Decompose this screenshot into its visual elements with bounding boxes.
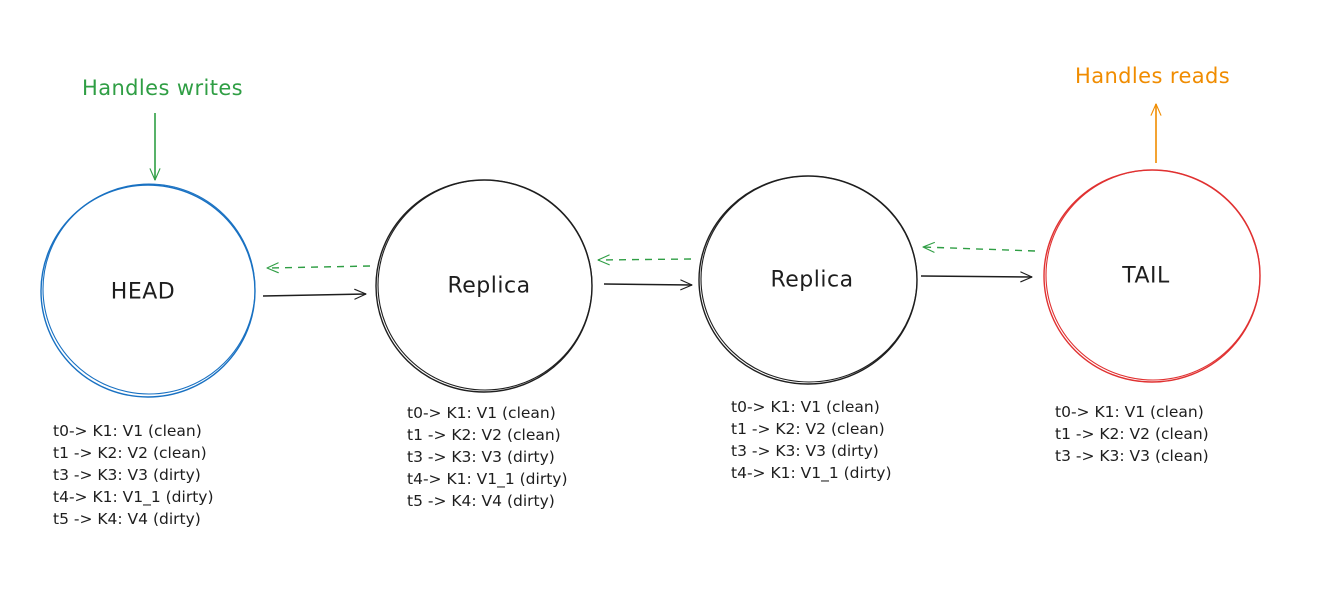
log-entry: t0-> K1: V1 (clean) [53,422,202,440]
replica-1-log: t0-> K1: V1 (clean) t1 -> K2: V2 (clean)… [407,402,568,512]
head-label: HEAD [110,279,176,305]
log-entry: t4-> K1: V1_1 (dirty) [53,488,214,506]
log-entry: t5 -> K4: V4 (dirty) [53,510,201,528]
replica-2-log: t0-> K1: V1 (clean) t1 -> K2: V2 (clean)… [731,396,892,484]
log-entry: t0-> K1: V1 (clean) [731,398,880,416]
log-entry: t0-> K1: V1 (clean) [1055,403,1204,421]
log-entry: t3 -> K3: V3 (dirty) [407,448,555,466]
log-entry: t1 -> K2: V2 (clean) [53,444,207,462]
head-log: t0-> K1: V1 (clean) t1 -> K2: V2 (clean)… [53,420,214,530]
log-entry: t0-> K1: V1 (clean) [407,404,556,422]
ack-arrow-tail-to-replica [922,241,1036,253]
replica-node-1 [375,179,593,393]
tail-log: t0-> K1: V1 (clean) t1 -> K2: V2 (clean)… [1055,401,1209,467]
ack-arrow-replica-to-replica [597,254,692,266]
head-node [40,183,256,398]
log-entry: t3 -> K3: V3 (dirty) [53,466,201,484]
handles-writes-caption: Handles writes [82,76,244,100]
log-entry: t1 -> K2: V2 (clean) [1055,425,1209,443]
ack-arrow-replica-to-head [266,262,371,274]
forward-arrow-head-to-replica [262,288,367,300]
tail-node [1043,169,1261,383]
replica-node-2 [698,175,918,385]
log-entry: t3 -> K3: V3 (clean) [1055,447,1209,465]
log-entry: t5 -> K4: V4 (dirty) [407,492,555,510]
tail-label: TAIL [1122,263,1170,289]
log-entry: t3 -> K3: V3 (dirty) [731,442,879,460]
forward-arrow-replica-to-replica [603,279,693,291]
handles-reads-caption: Handles reads [1075,64,1231,88]
replica-2-label: Replica [770,267,854,293]
log-entry: t1 -> K2: V2 (clean) [731,420,885,438]
forward-arrow-replica-to-tail [920,271,1033,283]
replica-1-label: Replica [447,273,531,299]
log-entry: t4-> K1: V1_1 (dirty) [731,464,892,482]
log-entry: t4-> K1: V1_1 (dirty) [407,470,568,488]
log-entry: t1 -> K2: V2 (clean) [407,426,561,444]
